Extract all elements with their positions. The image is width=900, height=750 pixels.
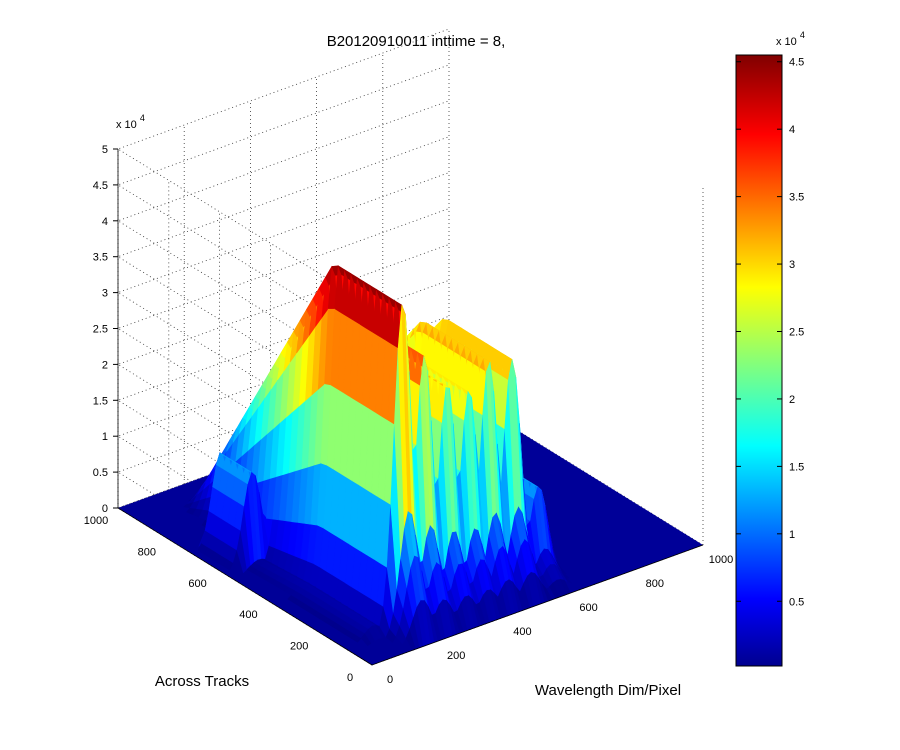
colorbar-gradient	[735, 54, 783, 667]
y-axis-label: Across Tracks	[155, 673, 249, 690]
colorbar-exponent-base: x 10	[776, 36, 797, 48]
x-tick-label: 1000	[709, 554, 733, 566]
colorbar-tick-label: 3.5	[789, 192, 804, 204]
axes-ticks: 00.511.522.533.544.550200400600800100002…	[84, 144, 733, 686]
y-tick-label: 400	[239, 609, 257, 621]
z-tick-label: 0.5	[93, 467, 108, 479]
surface-mesh	[183, 265, 573, 651]
colorbar-tick-label: 1.5	[789, 461, 804, 473]
z-axis-exponent-power: 4	[140, 113, 145, 123]
colorbar-tick-label: 0.5	[789, 596, 804, 608]
colorbar-tick-label: 3	[789, 259, 795, 271]
z-tick-label: 3.5	[93, 252, 108, 264]
z-tick-label: 2	[102, 359, 108, 371]
colorbar-tick-label: 2.5	[789, 327, 804, 339]
surface-cell	[561, 571, 573, 584]
y-tick-label: 1000	[84, 515, 108, 527]
x-tick-label: 600	[579, 602, 597, 614]
z-tick-label: 4.5	[93, 180, 108, 192]
z-tick-label: 0	[102, 503, 108, 515]
colorbar-ticks: 0.5 1 1.5 2 2.5 3 3.5 4 4.5	[736, 57, 804, 608]
z-tick-label: 1	[102, 431, 108, 443]
z-tick-label: 3	[102, 288, 108, 300]
y-axis-line	[117, 507, 373, 666]
colorbar-tick-label: 4	[789, 124, 795, 136]
z-tick-label: 2.5	[93, 324, 108, 336]
surface-cell	[555, 560, 567, 575]
x-tick-label: 200	[447, 650, 465, 662]
y-tick-label: 0	[347, 672, 353, 684]
colorbar-tick-label: 2	[789, 394, 795, 406]
x-axis-line	[371, 544, 704, 666]
z-gridline	[117, 28, 450, 307]
colorbar: 0.5 1 1.5 2 2.5 3 3.5 4 4.5 x 10 4	[735, 30, 805, 667]
y-tick-label: 200	[290, 641, 308, 653]
z-tick-label: 1.5	[93, 395, 108, 407]
colorbar-exponent: x 10 4	[776, 30, 805, 48]
x-tick-label: 0	[387, 674, 393, 686]
z-gridline	[117, 64, 450, 343]
y-tick-label: 600	[188, 578, 206, 590]
z-tick-label: 4	[102, 216, 108, 228]
z-axis-exponent: x 10 4	[116, 113, 145, 131]
z-axis-exponent-base: x 10	[116, 119, 137, 131]
colorbar-tick-label: 4.5	[789, 57, 804, 69]
x-tick-label: 800	[646, 578, 664, 590]
x-axis-label: Wavelength Dim/Pixel	[535, 682, 681, 699]
z-tick-label: 5	[102, 144, 108, 156]
colorbar-tick-label: 1	[789, 529, 795, 541]
x-tick-label: 400	[513, 626, 531, 638]
chart-title: B20120910011 inttime = 8,	[327, 33, 506, 50]
y-tick-label: 800	[138, 546, 156, 558]
colorbar-exponent-power: 4	[800, 30, 805, 40]
